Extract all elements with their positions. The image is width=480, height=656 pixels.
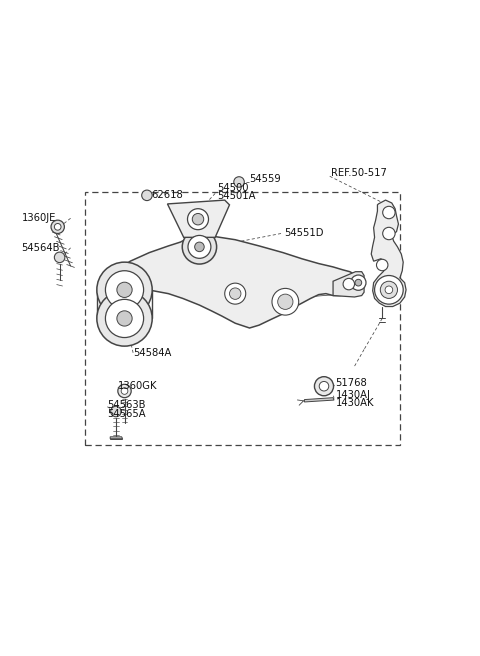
Circle shape [188,236,211,258]
Circle shape [272,289,299,315]
Circle shape [142,190,152,201]
Text: 54551D: 54551D [284,228,324,237]
Circle shape [355,279,362,286]
Circle shape [97,262,152,318]
Circle shape [111,406,121,417]
Circle shape [195,242,204,252]
Circle shape [314,377,334,396]
Text: 1360GK: 1360GK [118,381,157,391]
Polygon shape [333,272,364,297]
Text: 54584A: 54584A [133,348,171,358]
Text: 54565A: 54565A [108,409,146,419]
Circle shape [118,384,131,398]
Polygon shape [304,398,334,402]
Text: REF.50-517: REF.50-517 [331,168,386,178]
Circle shape [383,228,395,239]
Circle shape [97,291,152,346]
Circle shape [51,220,64,234]
Text: 1360JE: 1360JE [22,213,56,223]
Circle shape [376,259,388,271]
Text: 1430AK: 1430AK [336,398,374,409]
Circle shape [229,288,241,299]
Polygon shape [114,235,360,328]
Circle shape [121,388,128,394]
Text: 54564B: 54564B [22,243,60,253]
Text: 54563B: 54563B [108,400,146,410]
Circle shape [319,381,329,391]
Polygon shape [168,200,229,237]
Circle shape [351,275,366,291]
Polygon shape [371,200,406,306]
Circle shape [54,252,65,262]
Bar [85,192,400,445]
Circle shape [383,206,395,218]
Circle shape [225,283,246,304]
Circle shape [117,311,132,326]
Circle shape [278,294,293,310]
Text: 54501A: 54501A [217,192,255,201]
Text: 1430AJ: 1430AJ [336,390,370,400]
Circle shape [343,278,355,290]
Circle shape [182,230,216,264]
Circle shape [192,213,204,225]
Circle shape [234,176,244,187]
Circle shape [54,224,61,230]
Circle shape [188,209,208,230]
Text: 54500: 54500 [217,183,249,193]
Circle shape [374,276,403,304]
Text: 54559: 54559 [250,174,281,184]
Circle shape [117,282,132,297]
Circle shape [380,281,397,298]
Polygon shape [110,437,122,439]
Circle shape [106,271,144,309]
Circle shape [106,299,144,338]
Text: 51768: 51768 [336,378,367,388]
Text: 62618: 62618 [152,190,183,200]
Circle shape [385,286,393,294]
